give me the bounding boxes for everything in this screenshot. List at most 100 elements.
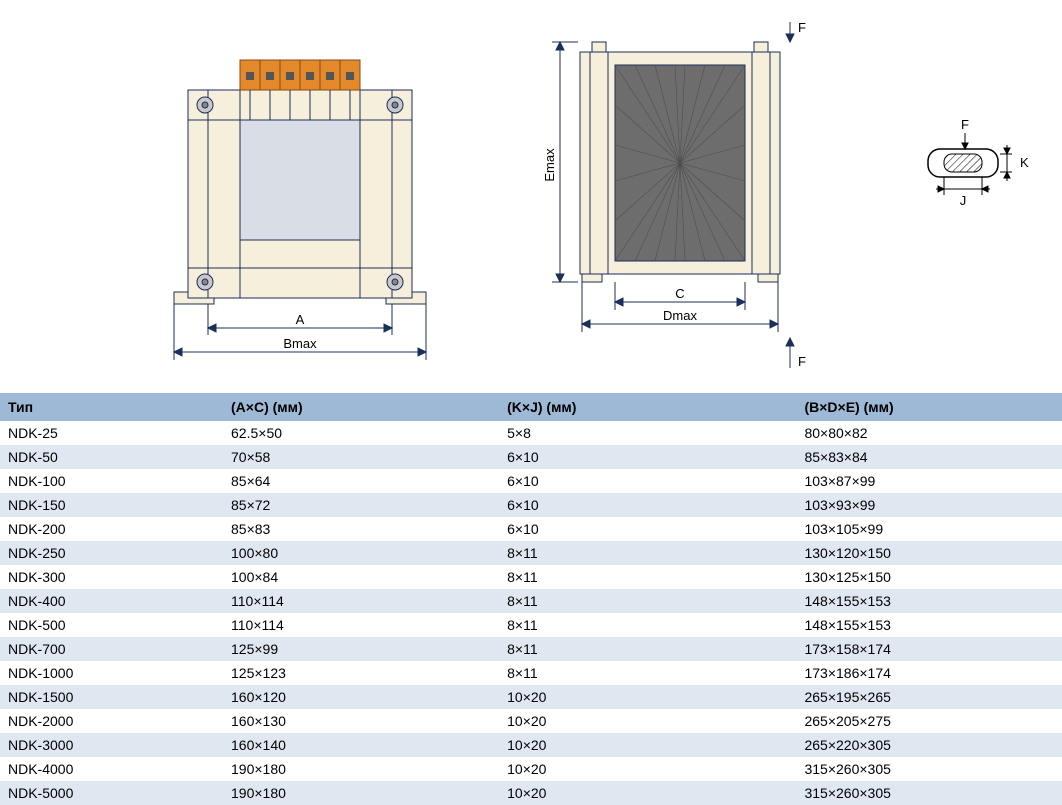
cell-ac: 100×84 (223, 565, 499, 589)
table-row: NDK-1000125×1238×11173×186×174 (0, 661, 1062, 685)
cell-type: NDK-150 (0, 493, 223, 517)
cell-ac: 125×123 (223, 661, 499, 685)
cell-kj: 5×8 (499, 421, 796, 445)
table-row: NDK-15085×726×10103×93×99 (0, 493, 1062, 517)
cell-type: NDK-1500 (0, 685, 223, 709)
cell-bde: 103×87×99 (796, 469, 1062, 493)
table-row: NDK-4000190×18010×20315×260×305 (0, 757, 1062, 781)
cell-bde: 148×155×153 (796, 589, 1062, 613)
cell-ac: 85×64 (223, 469, 499, 493)
col-bde: (B×D×E) (мм) (796, 393, 1062, 421)
cell-ac: 110×114 (223, 613, 499, 637)
cell-type: NDK-700 (0, 637, 223, 661)
cell-ac: 110×114 (223, 589, 499, 613)
dim-label-slot-j: J (960, 193, 967, 208)
cell-bde: 148×155×153 (796, 613, 1062, 637)
cell-kj: 8×11 (499, 565, 796, 589)
dim-label-slot-f: F (961, 117, 969, 132)
table-row: NDK-250100×808×11130×120×150 (0, 541, 1062, 565)
dimensions-table: Тип (A×C) (мм) (K×J) (мм) (B×D×E) (мм) N… (0, 393, 1062, 805)
col-kj: (K×J) (мм) (499, 393, 796, 421)
cell-type: NDK-2000 (0, 709, 223, 733)
cell-ac: 125×99 (223, 637, 499, 661)
cell-type: NDK-400 (0, 589, 223, 613)
dim-label-c: C (675, 286, 684, 301)
table-row: NDK-1500160×12010×20265×195×265 (0, 685, 1062, 709)
cell-kj: 6×10 (499, 493, 796, 517)
cell-bde: 80×80×82 (796, 421, 1062, 445)
dim-label-a: A (296, 312, 305, 327)
table-row: NDK-20085×836×10103×105×99 (0, 517, 1062, 541)
cell-kj: 6×10 (499, 469, 796, 493)
cell-bde: 315×260×305 (796, 781, 1062, 805)
cell-ac: 190×180 (223, 757, 499, 781)
cell-kj: 8×11 (499, 613, 796, 637)
cell-ac: 85×72 (223, 493, 499, 517)
table-row: NDK-300100×848×11130×125×150 (0, 565, 1062, 589)
cell-type: NDK-250 (0, 541, 223, 565)
cell-bde: 103×93×99 (796, 493, 1062, 517)
cell-kj: 6×10 (499, 517, 796, 541)
cell-ac: 160×120 (223, 685, 499, 709)
diagram-area: A Bmax (0, 0, 1062, 393)
cell-bde: 265×195×265 (796, 685, 1062, 709)
table-row: NDK-2000160×13010×20265×205×275 (0, 709, 1062, 733)
dim-label-f-top: F (798, 20, 806, 35)
dim-label-emax: Emax (542, 148, 557, 182)
cell-type: NDK-100 (0, 469, 223, 493)
dim-label-dmax: Dmax (663, 308, 697, 323)
table-row: NDK-2562.5×505×880×80×82 (0, 421, 1062, 445)
table-row: NDK-5000190×18010×20315×260×305 (0, 781, 1062, 805)
cell-type: NDK-300 (0, 565, 223, 589)
dim-label-slot-k: K (1020, 155, 1029, 170)
diagram-side: Emax C Dmax (520, 20, 840, 383)
dim-label-f-bottom: F (798, 354, 806, 369)
cell-bde: 103×105×99 (796, 517, 1062, 541)
cell-ac: 62.5×50 (223, 421, 499, 445)
cell-ac: 190×180 (223, 781, 499, 805)
cell-ac: 160×130 (223, 709, 499, 733)
cell-bde: 265×220×305 (796, 733, 1062, 757)
cell-bde: 130×125×150 (796, 565, 1062, 589)
cell-kj: 8×11 (499, 637, 796, 661)
cell-bde: 315×260×305 (796, 757, 1062, 781)
table-header-row: Тип (A×C) (мм) (K×J) (мм) (B×D×E) (мм) (0, 393, 1062, 421)
table-row: NDK-3000160×14010×20265×220×305 (0, 733, 1062, 757)
cell-kj: 8×11 (499, 661, 796, 685)
cell-ac: 160×140 (223, 733, 499, 757)
cell-kj: 10×20 (499, 733, 796, 757)
table-row: NDK-500110×1148×11148×155×153 (0, 613, 1062, 637)
cell-kj: 6×10 (499, 445, 796, 469)
cell-ac: 100×80 (223, 541, 499, 565)
cell-kj: 8×11 (499, 541, 796, 565)
cell-type: NDK-500 (0, 613, 223, 637)
cell-bde: 130×120×150 (796, 541, 1062, 565)
cell-type: NDK-200 (0, 517, 223, 541)
cell-bde: 85×83×84 (796, 445, 1062, 469)
cell-ac: 70×58 (223, 445, 499, 469)
cell-type: NDK-1000 (0, 661, 223, 685)
cell-bde: 173×158×174 (796, 637, 1062, 661)
col-ac: (A×C) (мм) (223, 393, 499, 421)
table-row: NDK-5070×586×1085×83×84 (0, 445, 1062, 469)
dim-label-bmax: Bmax (283, 336, 317, 351)
table-row: NDK-10085×646×10103×87×99 (0, 469, 1062, 493)
cell-type: NDK-3000 (0, 733, 223, 757)
cell-kj: 8×11 (499, 589, 796, 613)
cell-type: NDK-50 (0, 445, 223, 469)
cell-ac: 85×83 (223, 517, 499, 541)
cell-type: NDK-4000 (0, 757, 223, 781)
cell-type: NDK-5000 (0, 781, 223, 805)
cell-type: NDK-25 (0, 421, 223, 445)
col-type: Тип (0, 393, 223, 421)
cell-kj: 10×20 (499, 685, 796, 709)
diagram-front: A Bmax (150, 50, 450, 383)
cell-bde: 265×205×275 (796, 709, 1062, 733)
cell-kj: 10×20 (499, 757, 796, 781)
diagram-slot: F K (910, 115, 1030, 228)
cell-kj: 10×20 (499, 709, 796, 733)
cell-bde: 173×186×174 (796, 661, 1062, 685)
table-row: NDK-400110×1148×11148×155×153 (0, 589, 1062, 613)
table-row: NDK-700125×998×11173×158×174 (0, 637, 1062, 661)
cell-kj: 10×20 (499, 781, 796, 805)
